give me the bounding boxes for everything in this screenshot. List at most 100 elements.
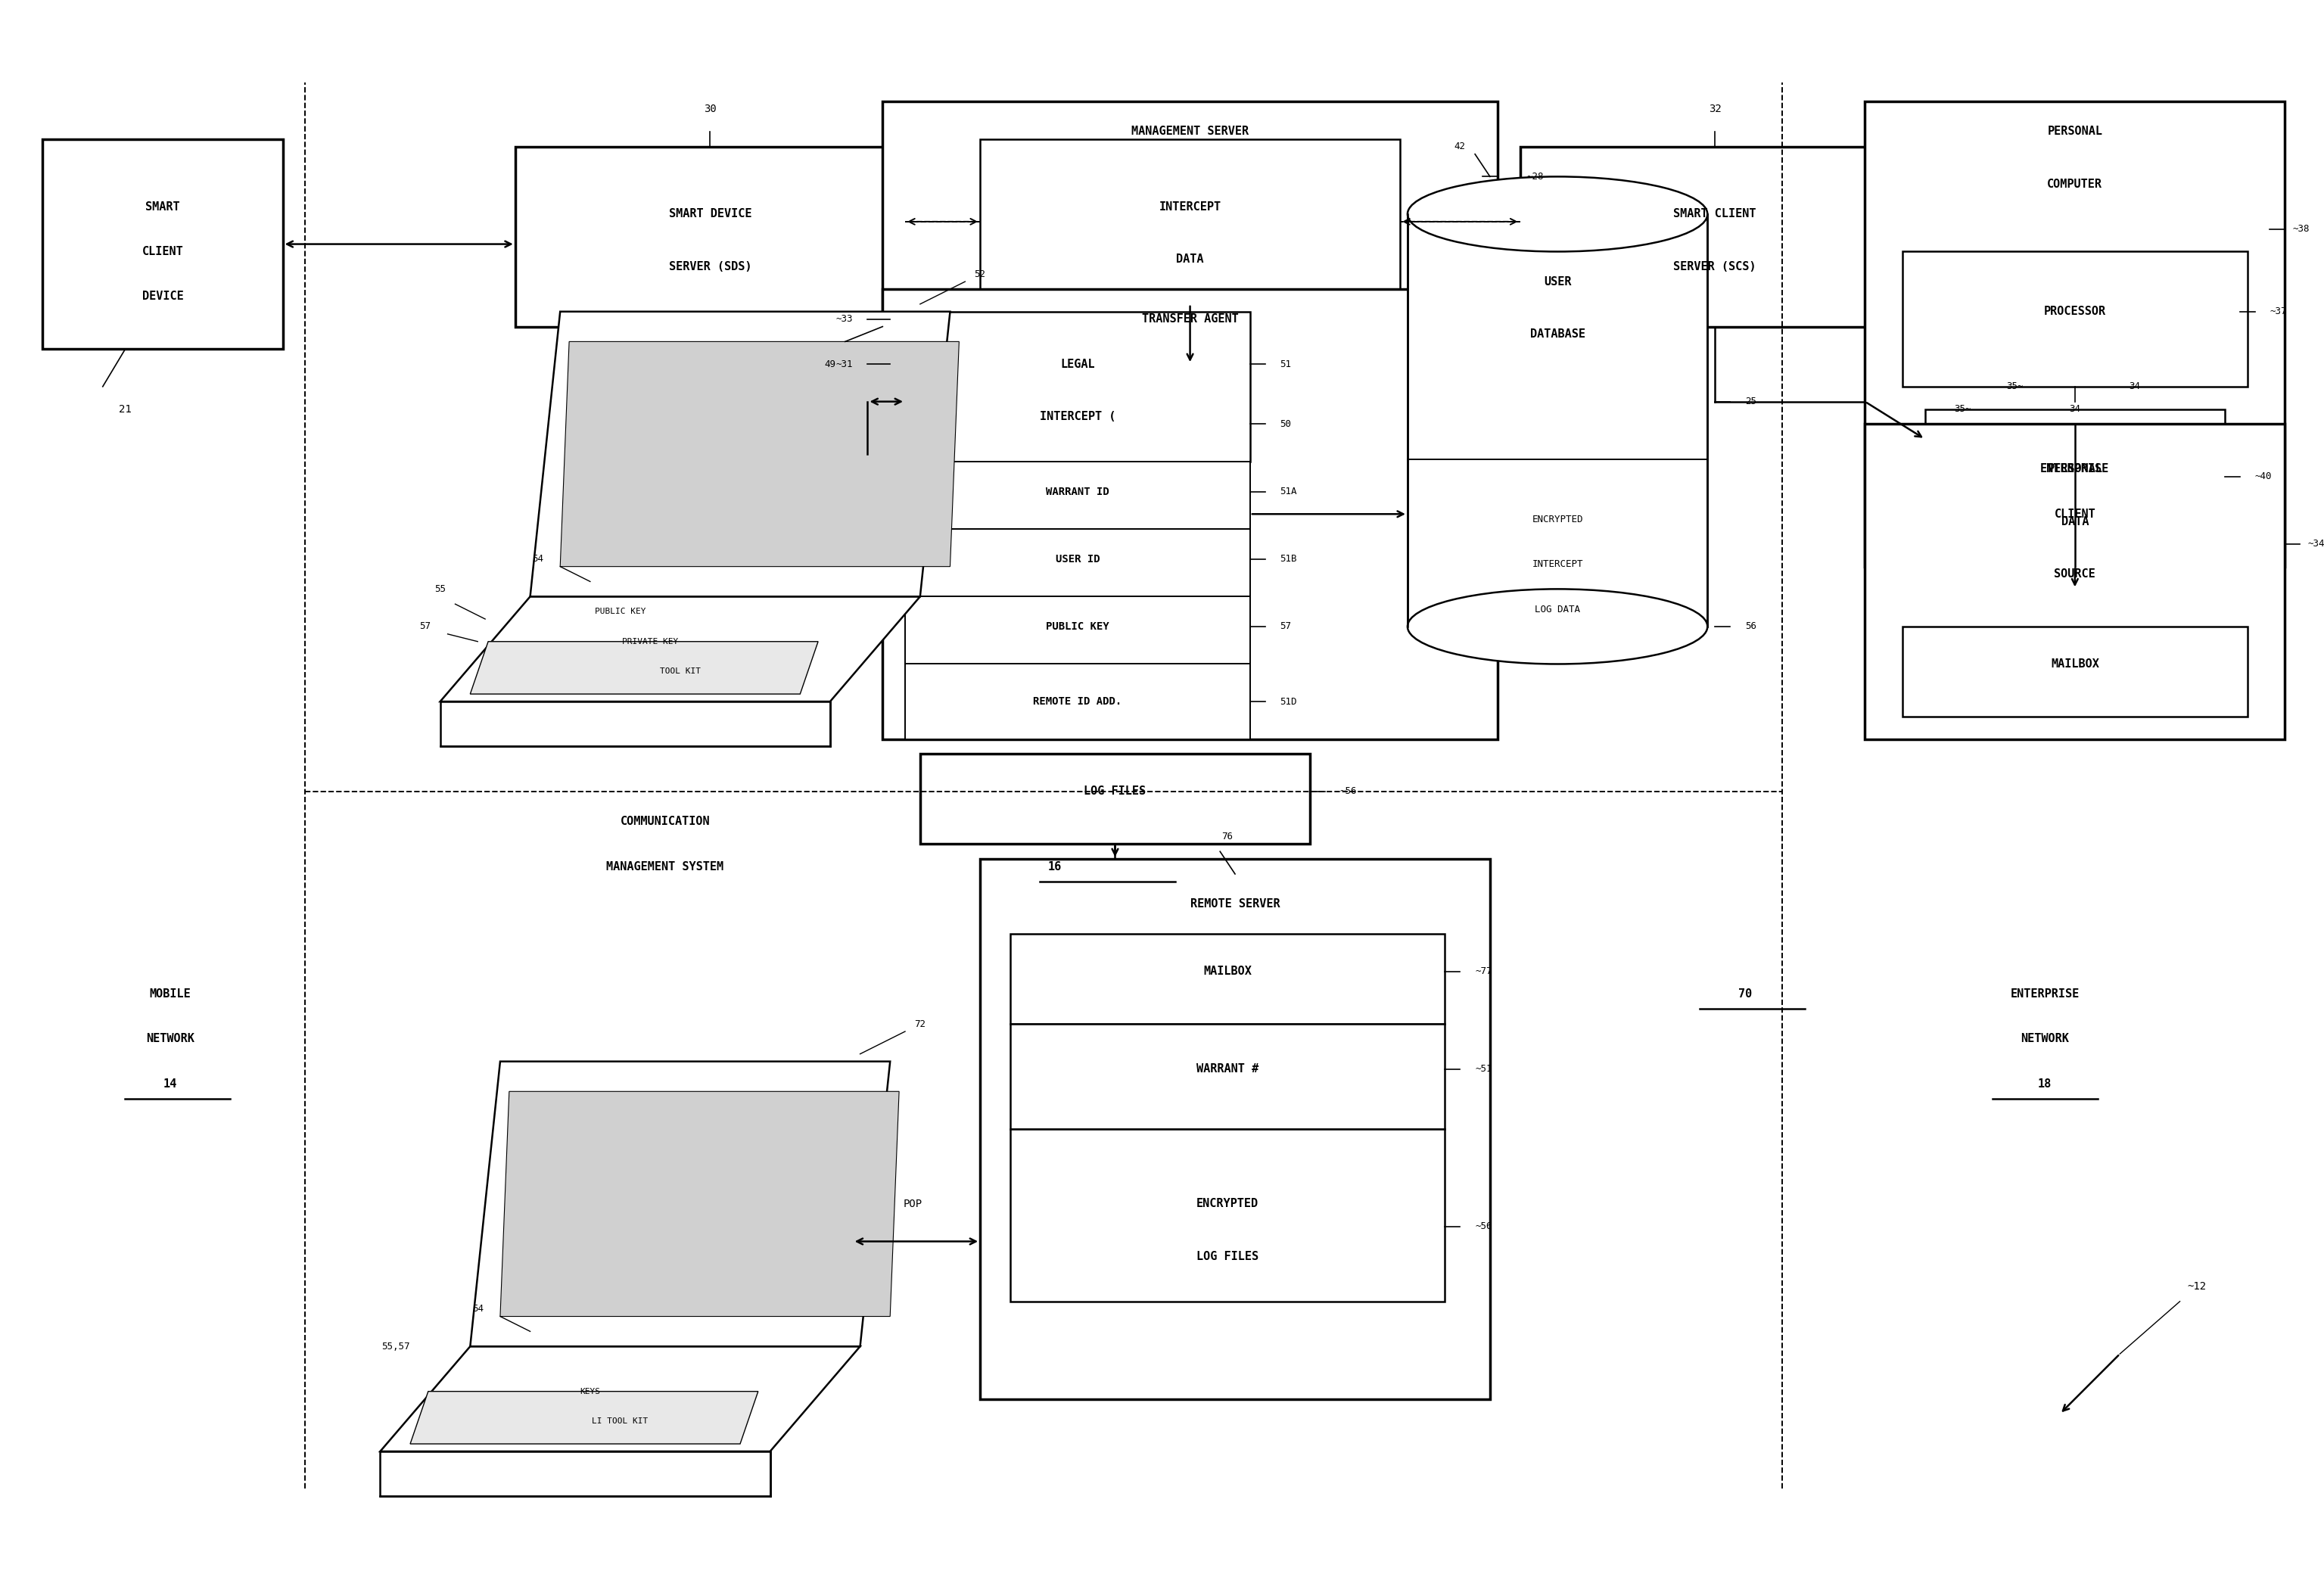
FancyBboxPatch shape [1864, 102, 2284, 567]
FancyBboxPatch shape [981, 859, 1490, 1398]
Text: USER: USER [1543, 276, 1571, 287]
Text: MANAGEMENT SERVER: MANAGEMENT SERVER [1132, 126, 1248, 137]
Text: 18: 18 [2038, 1078, 2052, 1090]
Text: MOBILE: MOBILE [149, 988, 191, 999]
Polygon shape [439, 702, 830, 746]
Text: 34: 34 [2068, 404, 2080, 415]
Text: DATA: DATA [1176, 253, 1204, 265]
Text: ~34: ~34 [2308, 539, 2324, 548]
FancyBboxPatch shape [1924, 408, 2224, 544]
FancyBboxPatch shape [904, 462, 1250, 529]
Text: ~38: ~38 [2291, 225, 2310, 234]
FancyBboxPatch shape [981, 140, 1399, 305]
Polygon shape [381, 1452, 769, 1496]
FancyBboxPatch shape [904, 665, 1250, 738]
Text: DATA: DATA [2061, 515, 2089, 528]
Text: ENCRYPTED: ENCRYPTED [1197, 1199, 1260, 1210]
Text: ~37: ~37 [2271, 306, 2287, 316]
Text: 35~: 35~ [1954, 404, 1971, 415]
Text: LEGAL: LEGAL [1060, 358, 1095, 369]
Text: COMPUTER: COMPUTER [2047, 179, 2103, 190]
Text: ENTERPRISE: ENTERPRISE [2040, 463, 2110, 474]
Text: LOG DATA: LOG DATA [1534, 605, 1580, 614]
Text: COMMUNICATION: COMMUNICATION [621, 815, 711, 828]
Text: PROCESSOR: PROCESSOR [2043, 306, 2106, 317]
Text: 49: 49 [825, 360, 837, 369]
Text: 30: 30 [704, 104, 716, 115]
Text: 55: 55 [435, 584, 446, 594]
FancyBboxPatch shape [42, 140, 284, 349]
Polygon shape [381, 1346, 860, 1452]
Text: ~31: ~31 [837, 360, 853, 369]
Text: 70: 70 [1738, 988, 1752, 999]
Text: ~28: ~28 [1527, 171, 1543, 182]
FancyBboxPatch shape [904, 311, 1250, 462]
Text: 72: 72 [913, 1020, 925, 1029]
Text: ~12: ~12 [2187, 1280, 2205, 1291]
Text: NETWORK: NETWORK [2022, 1034, 2068, 1045]
Text: USER ID: USER ID [1055, 553, 1099, 564]
Text: 54: 54 [472, 1304, 483, 1313]
Text: SMART: SMART [146, 201, 179, 212]
FancyBboxPatch shape [516, 146, 904, 327]
Text: TRANSFER AGENT: TRANSFER AGENT [1141, 313, 1239, 325]
Polygon shape [469, 1062, 890, 1346]
Text: 51D: 51D [1281, 696, 1297, 707]
Text: 51B: 51B [1281, 555, 1297, 564]
Polygon shape [530, 311, 951, 597]
FancyBboxPatch shape [904, 529, 1250, 597]
Text: 42: 42 [1455, 141, 1466, 151]
Text: LOG FILES: LOG FILES [1083, 786, 1146, 796]
Text: REMOTE ID ADD.: REMOTE ID ADD. [1034, 696, 1122, 707]
Text: PRIVATE KEY: PRIVATE KEY [623, 638, 679, 646]
Text: SMART CLIENT: SMART CLIENT [1673, 209, 1757, 220]
FancyBboxPatch shape [1011, 935, 1446, 1024]
Text: 55,57: 55,57 [381, 1342, 409, 1351]
Text: 76: 76 [1222, 831, 1234, 842]
FancyBboxPatch shape [883, 289, 1497, 738]
Text: INTERCEPT (: INTERCEPT ( [1039, 412, 1116, 423]
Text: LI TOOL KIT: LI TOOL KIT [593, 1417, 648, 1425]
Text: 56: 56 [1745, 622, 1757, 632]
Text: ~56: ~56 [1476, 1222, 1492, 1232]
Ellipse shape [1408, 176, 1708, 251]
FancyBboxPatch shape [1864, 424, 2284, 738]
Text: PERSONAL: PERSONAL [2047, 463, 2103, 474]
Text: NETWORK: NETWORK [146, 1034, 195, 1045]
Text: KEYS: KEYS [581, 1387, 600, 1395]
Text: REMOTE SERVER: REMOTE SERVER [1190, 899, 1281, 910]
Text: 51: 51 [1281, 360, 1292, 369]
FancyBboxPatch shape [904, 597, 1250, 665]
Text: 54: 54 [532, 555, 544, 564]
Text: LOG FILES: LOG FILES [1197, 1251, 1260, 1262]
Polygon shape [500, 1092, 899, 1316]
FancyBboxPatch shape [1408, 214, 1708, 627]
Text: SOURCE: SOURCE [2054, 569, 2096, 580]
Text: ENCRYPTED: ENCRYPTED [1532, 514, 1583, 525]
Text: 51A: 51A [1281, 487, 1297, 496]
Text: 25: 25 [1745, 396, 1757, 407]
Text: 35~: 35~ [2006, 382, 2024, 391]
Text: CLIENT: CLIENT [142, 247, 184, 258]
FancyBboxPatch shape [883, 102, 1497, 567]
Text: INTERCEPT: INTERCEPT [1160, 201, 1220, 212]
Text: SERVER (SDS): SERVER (SDS) [669, 261, 751, 272]
Text: ENTERPRISE: ENTERPRISE [2010, 988, 2080, 999]
FancyBboxPatch shape [1903, 627, 2247, 716]
Text: MAILBOX: MAILBOX [1204, 966, 1253, 977]
Text: ~56: ~56 [1341, 787, 1357, 796]
Text: 50: 50 [1281, 419, 1292, 429]
Text: INTERCEPT: INTERCEPT [1532, 559, 1583, 569]
FancyBboxPatch shape [920, 754, 1311, 844]
Text: ~33: ~33 [837, 314, 853, 324]
Text: WARRANT ID: WARRANT ID [1046, 487, 1109, 496]
Text: POP: POP [904, 1199, 923, 1210]
Text: 21: 21 [119, 404, 132, 415]
Polygon shape [560, 341, 960, 567]
Text: ~77: ~77 [1476, 966, 1492, 977]
Text: DEVICE: DEVICE [142, 291, 184, 302]
Text: TOOL KIT: TOOL KIT [660, 668, 700, 676]
Text: 14: 14 [163, 1078, 177, 1090]
Text: SERVER (SCS): SERVER (SCS) [1673, 261, 1757, 272]
Text: 52: 52 [974, 269, 985, 280]
